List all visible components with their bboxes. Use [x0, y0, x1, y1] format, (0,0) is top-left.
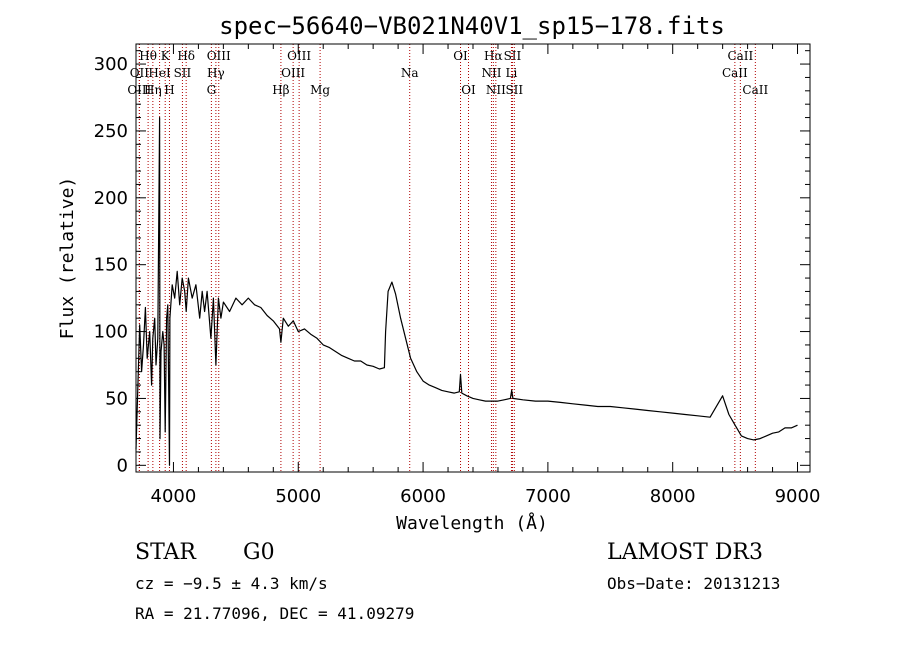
x-tick-label: 9000 — [775, 486, 821, 507]
plot-frame — [135, 43, 811, 473]
spectral-line-label: OIII — [127, 83, 151, 97]
spectral-line-label: Hη — [144, 83, 162, 97]
spectral-line-label: H — [164, 83, 174, 97]
object-subclass: G0 — [243, 540, 275, 565]
x-tick-label: 7000 — [525, 486, 571, 507]
x-tick-label: 5000 — [275, 486, 321, 507]
spectral-line-label: Hα — [484, 49, 503, 63]
y-axis-ticks: 0 50 100 150 200 250 300 — [94, 50, 810, 476]
spectral-line-label: CaII — [722, 66, 748, 80]
spectral-line-label: Hδ — [177, 49, 195, 63]
y-tick-label: 200 — [94, 188, 128, 209]
spectral-line-label: Mg — [310, 83, 330, 97]
spectral-line-label: NII — [486, 83, 506, 97]
spectral-line-label: Hβ — [272, 83, 289, 97]
spectral-line-label: CaII — [727, 49, 753, 63]
observation-date: Obs−Date: 20131213 — [607, 574, 780, 593]
x-tick-label: 8000 — [650, 486, 696, 507]
spectral-line-label: SII — [505, 83, 523, 97]
spectral-line-label: OI — [461, 83, 476, 97]
chart-title: spec−56640−VB021N40V1_sp15−178.fits — [219, 12, 725, 40]
flux-series — [135, 117, 798, 466]
spectral-line-label: CaII — [742, 83, 768, 97]
survey-name: LAMOST DR3 — [607, 540, 763, 565]
y-axis-label: Flux (relative) — [57, 177, 78, 340]
spectral-line-label: OIII — [281, 66, 305, 80]
spectral-line-label: Li — [506, 66, 518, 80]
spectral-line-label: OIII — [207, 49, 231, 63]
spectral-line-label: NII — [481, 66, 501, 80]
spectral-line-label: Hθ — [139, 49, 157, 63]
flux-line — [135, 117, 798, 466]
spectral-line-label: SII — [504, 49, 522, 63]
spectral-line-label: OI — [453, 49, 468, 63]
spectral-line-label: HeI — [148, 66, 171, 80]
y-tick-label: 300 — [94, 54, 128, 75]
y-tick-label: 150 — [94, 255, 128, 276]
y-tick-label: 100 — [94, 322, 128, 343]
spectral-line-label: G — [207, 83, 217, 97]
y-tick-label: 50 — [105, 388, 128, 409]
spectral-line-label: Hγ — [207, 66, 225, 80]
sky-coordinates: RA = 21.77096, DEC = 41.09279 — [135, 604, 414, 623]
spectral-line-label: K — [161, 49, 171, 63]
spectral-line-label: OII — [130, 66, 150, 80]
object-type: STAR — [135, 540, 197, 565]
y-tick-label: 0 — [117, 455, 128, 476]
x-tick-label: 4000 — [151, 486, 197, 507]
spectral-line-label: OIII — [287, 49, 311, 63]
x-axis-ticks: 4000 5000 6000 7000 8000 9000 — [151, 44, 821, 507]
spectral-line-label: SII — [174, 66, 192, 80]
x-tick-label: 6000 — [400, 486, 446, 507]
y-tick-label: 250 — [94, 121, 128, 142]
redshift-velocity: cz = −9.5 ± 4.3 km/s — [135, 574, 328, 593]
x-axis-label: Wavelength (Å) — [396, 512, 548, 534]
spectral-line-label: Na — [401, 66, 419, 80]
